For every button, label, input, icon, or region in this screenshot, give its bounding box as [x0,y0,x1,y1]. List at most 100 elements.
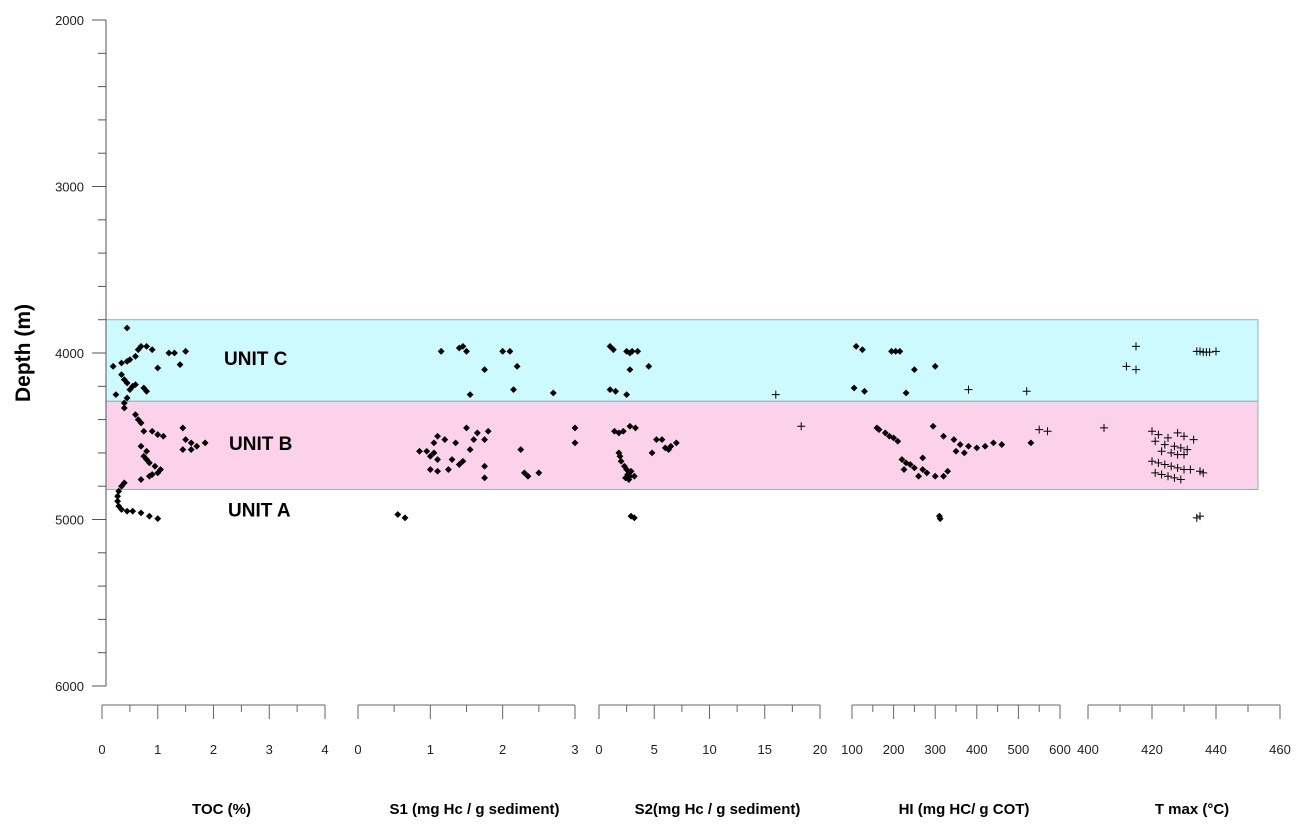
data-point-toc [171,349,178,357]
data-point-toc [182,347,190,355]
data-point-tmax [1148,457,1156,466]
data-point-s2 [617,457,625,465]
data-point-s1 [459,457,467,465]
data-point-s1 [481,474,488,482]
data-point-tmax [1176,475,1185,484]
data-point-toc [154,469,162,477]
data-point-s2 [619,427,627,435]
data-point-tmax [1186,465,1195,474]
x-tick-label-hi: 200 [883,742,905,757]
data-point-s1 [549,389,557,397]
data-point-hi [896,347,904,355]
data-point-tmax [1157,447,1166,456]
unit-label-1: UNIT B [229,434,292,455]
x-tick-label-s1: 2 [499,742,506,757]
data-point-toc [126,386,134,394]
data-point-toc [120,479,128,487]
data-point-s2 [625,476,633,483]
data-point-tmax [1180,432,1188,441]
data-point-hi [964,385,973,394]
data-point-tmax [1173,428,1182,437]
data-point-tmax [1180,450,1188,459]
data-point-toc [114,497,122,505]
data-point-toc [123,507,131,515]
data-point-toc [137,476,145,483]
x-axis-title-s2: S2(mg Hc / g sediment) [635,801,801,818]
x-tick-label-toc: 0 [98,742,105,757]
data-point-hi [898,456,906,463]
data-point-s1 [510,386,517,394]
data-point-s1 [481,462,488,470]
data-point-s1 [416,447,423,455]
x-tick-label-s2: 0 [595,742,602,757]
data-point-s1 [571,424,579,432]
data-point-toc [143,342,150,350]
data-point-tmax [1170,473,1179,482]
data-point-s1 [434,456,441,463]
data-point-tmax [1151,437,1160,446]
data-point-s1 [463,347,470,355]
y-tick-label: 3000 [55,180,84,195]
data-point-toc [145,459,153,467]
y-tick-label: 6000 [55,679,84,694]
data-point-tmax [1196,512,1204,521]
x-tick-label-toc: 2 [210,742,217,757]
data-point-hi [952,447,960,455]
data-point-toc [179,424,187,432]
x-tick-label-hi: 500 [1008,742,1030,757]
data-point-s2 [634,347,642,355]
x-tick-label-hi: 600 [1049,742,1071,757]
data-point-toc [123,324,131,332]
data-point-toc [140,427,148,435]
data-point-s1 [448,456,456,463]
data-point-tmax [1167,462,1176,471]
data-point-tmax [1196,467,1204,476]
data-point-hi [923,469,931,477]
data-point-toc [132,352,139,360]
data-point-s1 [430,449,438,457]
y-tick-label: 2000 [55,13,84,28]
data-point-toc [129,382,137,390]
data-point-toc [120,399,128,407]
x-tick-label-s2: 5 [651,742,658,757]
data-point-s2 [623,391,631,399]
x-axis-title-toc: TOC (%) [192,801,251,818]
data-point-toc [148,346,156,354]
data-point-s1 [484,427,492,435]
data-point-toc [115,487,123,495]
y-tick-label: 5000 [55,513,84,528]
data-point-hi [998,441,1006,448]
data-point-toc [154,431,162,438]
data-point-hi [1027,439,1035,447]
data-point-tmax [1196,347,1204,356]
data-point-tmax [1176,443,1185,452]
data-point-toc [109,362,117,370]
data-point-toc [159,432,167,440]
data-point-tmax [1199,468,1208,477]
data-point-toc [137,442,145,450]
data-point-hi [981,442,989,450]
data-point-hi [900,466,908,473]
data-point-toc [137,419,145,427]
data-point-s1 [445,466,452,473]
data-point-s2 [653,436,660,443]
data-point-tmax [1164,433,1172,442]
x-tick-label-hi: 400 [966,742,988,757]
x-tick-label-tmax: 420 [1141,742,1163,757]
data-point-s1 [441,436,449,443]
data-point-s1 [423,447,431,455]
data-point-hi [906,461,914,468]
data-point-s2 [630,472,638,480]
data-point-toc [154,515,162,523]
data-point-hi [965,442,972,450]
data-point-hi [902,389,910,397]
data-point-s1 [481,436,488,443]
data-point-s1 [434,432,441,440]
data-point-hi [911,464,918,472]
data-point-hi [890,434,897,442]
data-point-s1 [473,429,481,437]
data-point-s1 [426,466,434,473]
data-point-hi [936,515,944,523]
data-point-s1 [455,344,463,352]
data-point-tmax [1164,472,1172,481]
